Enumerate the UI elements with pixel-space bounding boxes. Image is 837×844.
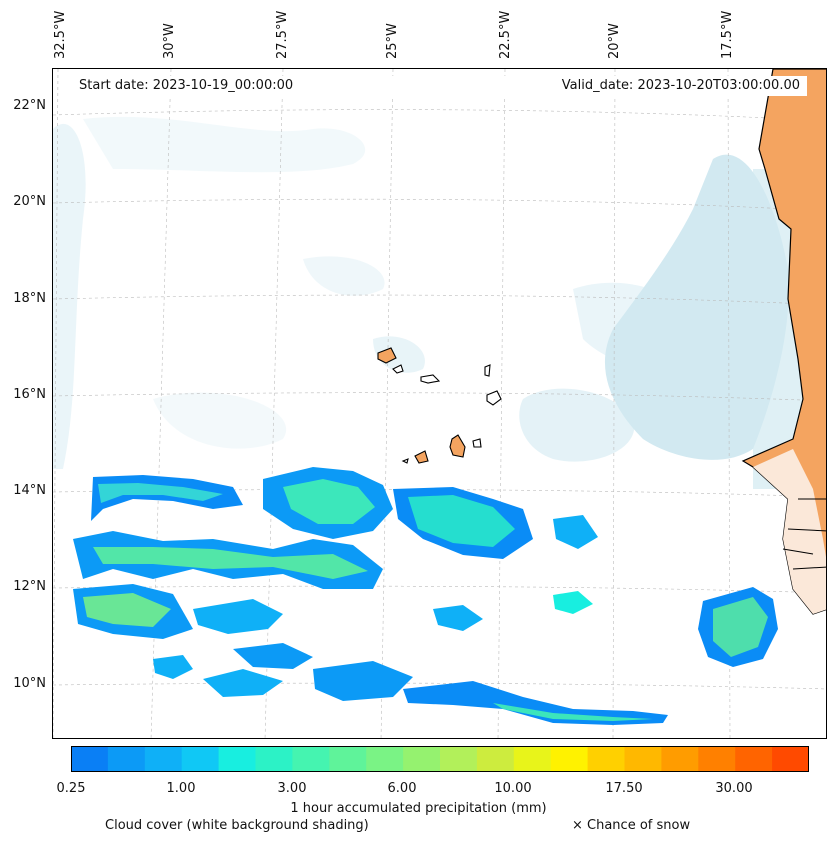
colorbar-tick-1-00: 1.00 — [166, 781, 196, 796]
colorbar-swatch — [144, 746, 183, 772]
lat-label-10n: 10°N — [13, 676, 46, 691]
cape-verde-islands — [377, 347, 502, 464]
map-canvas — [53, 69, 826, 738]
colorbar-swatch — [661, 746, 699, 772]
colorbar-swatch — [513, 746, 552, 772]
lon-label-30w: 30°W — [162, 23, 177, 59]
valid-date-label: Valid_date: 2023-10-20T03:00:00.00 — [561, 78, 800, 93]
colorbar-swatch — [735, 746, 773, 772]
colorbar-swatch — [218, 746, 256, 772]
start-date-label: Start date: 2023-10-19_00:00:00 — [79, 78, 294, 93]
colorbar-swatch — [550, 746, 589, 772]
lat-label-14n: 14°N — [13, 483, 46, 498]
lon-label-20w: 20°W — [607, 23, 622, 59]
lat-label-18n: 18°N — [13, 291, 46, 306]
date-info-box: Start date: 2023-10-19_00:00:00 Valid_da… — [72, 76, 807, 96]
lat-label-16n: 16°N — [13, 387, 46, 402]
colorbar-tick-0-25: 0.25 — [56, 781, 86, 796]
colorbar-swatch — [329, 746, 367, 772]
lon-label-17-5w: 17.5°W — [720, 10, 735, 59]
colorbar-swatch — [624, 746, 662, 772]
colorbar-tick-3-00: 3.00 — [277, 781, 307, 796]
lon-label-22-5w: 22.5°W — [498, 10, 513, 59]
colorbar-tick-10-00: 10.00 — [494, 781, 532, 796]
lat-label-12n: 12°N — [13, 579, 46, 594]
map-panel[interactable] — [52, 68, 827, 739]
precipitation-colorbar — [71, 746, 809, 772]
lat-label-20n: 20°N — [13, 194, 46, 209]
colorbar-swatch — [366, 746, 404, 772]
lon-label-32-5w: 32.5°W — [53, 10, 68, 59]
land-africa — [741, 69, 826, 615]
colorbar-swatch — [292, 746, 330, 772]
colorbar-swatch — [403, 746, 441, 772]
colorbar-tick-17-50: 17.50 — [605, 781, 643, 796]
colorbar-swatch — [440, 746, 478, 772]
colorbar-swatch — [772, 746, 809, 772]
colorbar-swatch — [476, 746, 515, 772]
colorbar-swatch — [698, 746, 736, 772]
cloud-cover-legend: Cloud cover (white background shading) — [105, 818, 369, 833]
colorbar-swatch — [587, 746, 625, 772]
lat-label-22n: 22°N — [13, 98, 46, 113]
colorbar-swatch — [71, 746, 109, 772]
colorbar-label: 1 hour accumulated precipitation (mm) — [290, 801, 547, 816]
colorbar-tick-6-00: 6.00 — [387, 781, 417, 796]
colorbar-tick-30-00: 30.00 — [715, 781, 753, 796]
cloud-cover-shading — [53, 116, 826, 489]
colorbar-swatch — [107, 746, 146, 772]
snow-legend: × Chance of snow — [572, 818, 691, 833]
precipitation-field — [73, 467, 778, 725]
lon-label-27-5w: 27.5°W — [275, 10, 290, 59]
colorbar-border — [71, 746, 809, 772]
colorbar-swatch — [255, 746, 293, 772]
lon-label-25w: 25°W — [385, 23, 400, 59]
colorbar-swatch — [181, 746, 220, 772]
